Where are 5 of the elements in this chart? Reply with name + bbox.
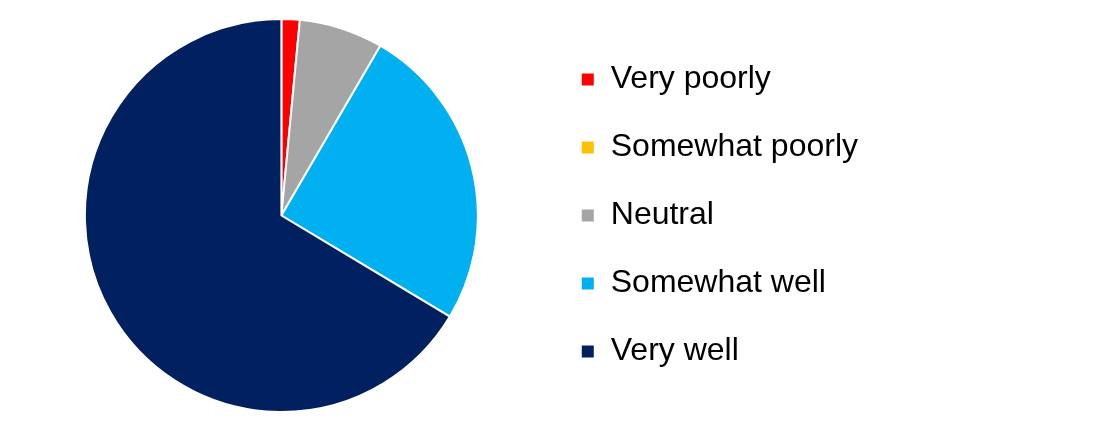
legend-label: Somewhat poorly — [610, 127, 858, 164]
legend-label: Neutral — [610, 195, 714, 232]
legend-label: Somewhat well — [610, 263, 826, 300]
legend-label: Very poorly — [610, 59, 771, 96]
legend-label: Very well — [610, 331, 739, 368]
